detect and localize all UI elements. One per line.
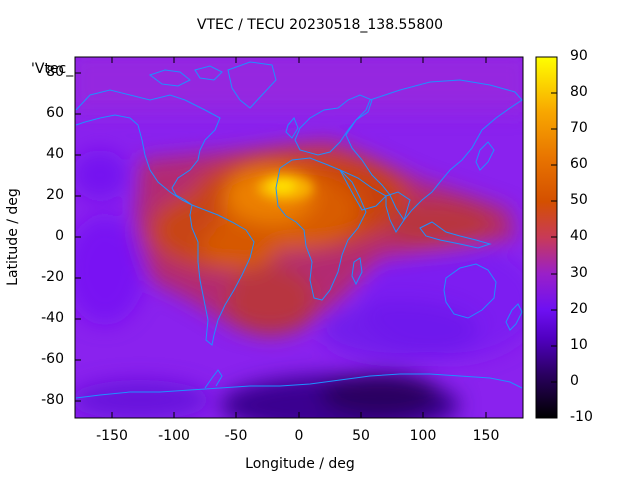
coast-arabia <box>338 168 387 211</box>
x-tick-label: -150 <box>96 428 128 444</box>
coast-india <box>385 191 411 233</box>
y-axis-label: Latitude / deg <box>5 188 21 286</box>
legend-entry: 'Vtec_ <box>31 61 74 77</box>
colorbar-tick-label: 40 <box>570 228 588 244</box>
colorbar-tick-marks <box>551 92 557 383</box>
coast-antarctic-peninsula <box>204 369 223 389</box>
y-tick-label: 40 <box>46 146 64 162</box>
coast-asia <box>345 79 523 221</box>
y-tick-label: -20 <box>41 269 64 285</box>
coast-north-america <box>75 89 221 206</box>
axis-tick-marks <box>75 57 487 418</box>
y-tick-label: -80 <box>41 392 64 408</box>
colorbar-tick-label: 90 <box>570 48 588 64</box>
y-tick-label: -40 <box>41 310 64 326</box>
colorbar-tick-label: 30 <box>570 265 588 281</box>
coastlines <box>75 61 523 399</box>
x-axis-label: Longitude / deg <box>245 456 355 472</box>
coast-europe <box>294 94 373 156</box>
y-tick-label: 60 <box>46 105 64 121</box>
coast-antarctica <box>75 373 523 399</box>
y-tick-label: -60 <box>41 351 64 367</box>
coast-indonesia <box>419 221 492 249</box>
chart-title: VTEC / TECU 20230518_138.55800 <box>196 17 444 33</box>
colorbar-tick-label: -10 <box>570 409 593 425</box>
colorbar-tick-label: 50 <box>570 192 588 208</box>
x-tick-label: 150 <box>472 428 500 444</box>
y-tick-label: 80 <box>46 64 64 80</box>
y-tick-label: 0 <box>55 228 64 244</box>
colorbar-tick-label: 80 <box>570 84 588 100</box>
coast-japan <box>475 141 495 171</box>
coast-madagascar <box>351 257 363 286</box>
heatmap-peak <box>257 175 313 201</box>
x-tick-label: 50 <box>352 428 370 444</box>
x-tick-label: -50 <box>224 428 248 444</box>
coast-arctic-islands <box>148 65 223 87</box>
colorbar-tick-label: 70 <box>570 120 588 136</box>
vtec-heatmap <box>75 57 523 418</box>
y-tick-label: 20 <box>46 187 64 203</box>
colorbar-tick-label: 20 <box>570 301 588 317</box>
x-tick-label: 100 <box>409 428 437 444</box>
x-tick-label: -100 <box>158 428 190 444</box>
colorbar-tick-label: 60 <box>570 156 588 172</box>
coast-africa <box>275 157 367 301</box>
coast-new-zealand <box>505 303 523 331</box>
coast-uk <box>285 117 299 139</box>
heatmap-regions <box>75 57 523 418</box>
colorbar-tick-label: 0 <box>570 373 579 389</box>
coast-south-america <box>189 204 255 346</box>
x-tick-label: 0 <box>294 428 304 444</box>
coast-australia <box>443 263 497 319</box>
colorbar-tick-label: 10 <box>570 337 588 353</box>
coast-greenland <box>227 61 277 109</box>
